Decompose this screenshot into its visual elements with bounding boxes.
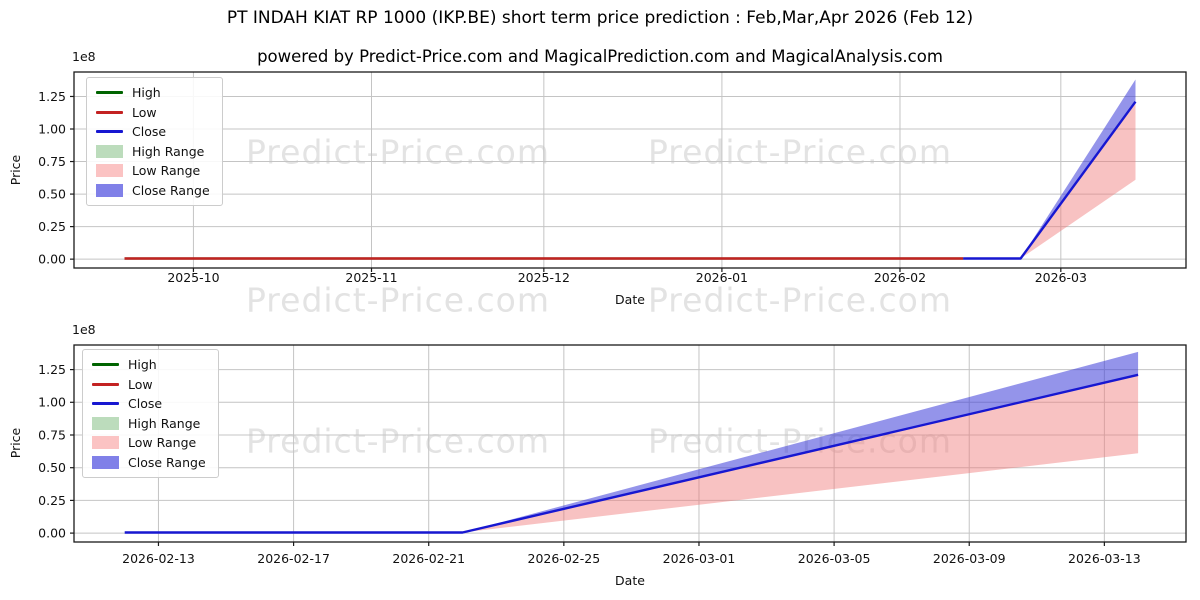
chart-title: PT INDAH KIAT RP 1000 (IKP.BE) short ter…	[226, 8, 974, 28]
close-swatch-icon	[96, 130, 123, 134]
watermark-text: Predict-Price.com	[245, 421, 551, 461]
low-swatch-icon	[92, 382, 119, 386]
legend-item: Close Range	[92, 453, 206, 473]
ytick-label: 0.00	[38, 525, 66, 540]
xtick-label: 2026-02-25	[528, 551, 601, 566]
xtick-label: 2026-03-09	[933, 551, 1006, 566]
line-close	[124, 373, 1139, 534]
legend-label: Close	[132, 124, 167, 140]
ytick-label: 1.25	[38, 362, 66, 377]
ytick-label: 0.00	[38, 252, 66, 267]
line-close	[963, 100, 1137, 260]
ytick-label: 0.25	[38, 219, 66, 234]
ytick-label: 0.75	[38, 427, 66, 442]
close-range-swatch-icon	[96, 183, 123, 197]
legend-label: High Range	[128, 415, 201, 431]
yaxis-label: Price	[8, 427, 23, 458]
xtick-label: 2026-02-13	[122, 551, 195, 566]
axis-offset-label: 1e8	[72, 322, 96, 337]
xtick-label: 2026-02-17	[257, 551, 330, 566]
ytick-label: 1.00	[38, 121, 66, 136]
price-chart-bottom: 0.00 0.25 0.50 0.75 1.00 1.25 2026-02-13 2026-0…	[0, 320, 1200, 600]
legend-item: High Range	[96, 142, 210, 162]
legend-label: High	[132, 85, 161, 101]
legend-label: Low	[132, 104, 157, 120]
legend-label: Close Range	[132, 182, 210, 198]
low-swatch-icon	[96, 110, 123, 114]
ytick-label: 1.25	[38, 89, 66, 104]
legend-item: Low	[96, 103, 210, 123]
plot-frame	[73, 71, 1187, 269]
high-range-swatch-icon	[92, 416, 119, 430]
watermark-text: Predict-Price.com	[245, 132, 551, 172]
legend-item: High Range	[92, 414, 206, 434]
legend: High Low Close High Range Low Range Close Ran…	[82, 349, 219, 478]
xtick-label: 2026-03-13	[1068, 551, 1141, 566]
xtick-label: 2025-11	[345, 270, 397, 285]
legend: High Low Close High Range Low Range Close Ran…	[86, 77, 223, 206]
ytick-label: 0.75	[38, 154, 66, 169]
price-chart-top: 0.00 0.25 0.50 0.75 1.00 1.25 2025-10 2025-11 20…	[0, 30, 1200, 330]
xaxis-label: Date	[615, 292, 645, 307]
low-range-swatch-icon	[96, 164, 123, 178]
band-close-range	[462, 351, 1139, 533]
legend-item: Low	[92, 375, 206, 395]
ytick-label: 1.00	[38, 395, 66, 410]
xtick-label: 2026-03-01	[663, 551, 736, 566]
chart-canvas-bottom: 0.00 0.25 0.50 0.75 1.00 1.25 2026-02-13 2026-0…	[8, 322, 1187, 588]
legend-label: Close Range	[128, 454, 206, 470]
xtick-label: 2026-03-05	[798, 551, 871, 566]
xtick-label: 2026-03	[1035, 270, 1087, 285]
chart-canvas-top: 0.00 0.25 0.50 0.75 1.00 1.25 2025-10 2025-11 20…	[8, 49, 1187, 307]
close-swatch-icon	[92, 402, 119, 406]
close-range-swatch-icon	[92, 455, 119, 469]
ytick-label: 0.50	[38, 460, 66, 475]
high-swatch-icon	[92, 363, 119, 367]
legend-label: Low Range	[128, 435, 197, 451]
legend-label: Low Range	[132, 163, 201, 179]
legend-item: Close	[96, 122, 210, 142]
chart-subtitle: powered by Predict-Price.com and Magical…	[257, 47, 943, 66]
legend-item: Close Range	[96, 181, 210, 201]
xtick-label: 2026-02	[874, 270, 926, 285]
high-range-swatch-icon	[96, 144, 123, 158]
ytick-label: 0.50	[38, 186, 66, 201]
watermark-text: Predict-Price.com	[245, 280, 551, 320]
legend-label: High	[128, 357, 157, 373]
watermark-text: Predict-Price.com	[647, 280, 953, 320]
legend-item: High	[96, 83, 210, 103]
legend-item: Close	[92, 394, 206, 414]
plot-frame	[73, 344, 1187, 543]
legend-label: Low	[128, 376, 153, 392]
legend-label: High Range	[132, 143, 205, 159]
xaxis-label: Date	[615, 573, 645, 588]
legend-item: High	[92, 355, 206, 375]
legend-label: Close	[128, 396, 163, 412]
low-range-swatch-icon	[92, 436, 119, 450]
xtick-label: 2025-12	[518, 270, 570, 285]
xtick-label: 2026-02-21	[392, 551, 465, 566]
ytick-label: 0.25	[38, 493, 66, 508]
xtick-label: 2026-01	[696, 270, 748, 285]
axis-offset-label: 1e8	[72, 49, 96, 64]
band-close-range	[1020, 79, 1136, 259]
yaxis-label: Price	[8, 154, 23, 185]
xtick-label: 2025-10	[167, 270, 219, 285]
watermark-text: Predict-Price.com	[647, 132, 953, 172]
high-swatch-icon	[96, 91, 123, 95]
legend-item: Low Range	[96, 161, 210, 181]
legend-item: Low Range	[92, 433, 206, 453]
